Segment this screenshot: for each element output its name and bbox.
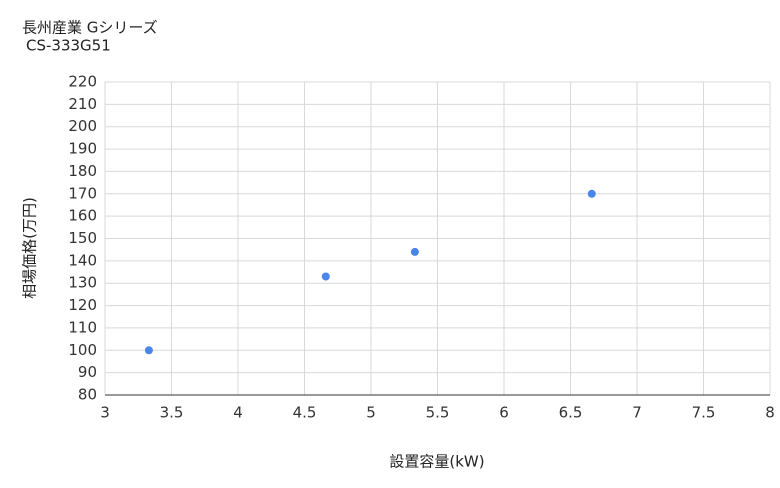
x-tick-label: 7.5 [692,404,716,422]
y-tick-label: 160 [68,207,97,225]
y-tick-label: 210 [68,95,97,113]
y-tick-label: 220 [68,73,97,91]
x-tick-label: 6 [499,404,509,422]
x-tick-label: 4.5 [293,404,317,422]
y-tick-label: 200 [68,117,97,135]
x-tick-label: 4 [233,404,243,422]
y-axis-label: 相場価格(万円) [21,197,39,299]
y-tick-label: 80 [78,386,97,404]
x-axis-label: 設置容量(kW) [389,453,484,471]
point [410,247,419,256]
x-tick-label: 5.5 [426,404,450,422]
chart-title: 長州産業 Gシリーズ [22,19,158,37]
y-tick-label: 120 [68,296,97,314]
y-tick-label: 190 [68,140,97,158]
y-tick-label: 170 [68,184,97,202]
chart-subtitle: CS-333G51 [26,37,111,55]
x-tick-label: 6.5 [559,404,583,422]
y-tick-label: 110 [68,318,97,336]
point [587,189,596,198]
y-tick-label: 130 [68,274,97,292]
x-tick-label: 8 [765,404,775,422]
point [321,272,330,281]
y-tick-label: 180 [68,162,97,180]
x-tick-label: 3 [100,404,110,422]
x-tick-label: 7 [632,404,642,422]
y-tick-label: 90 [78,363,97,381]
y-tick-label: 100 [68,341,97,359]
x-tick-label: 3.5 [160,404,184,422]
y-tick-label: 150 [68,229,97,247]
y-tick-label: 140 [68,251,97,269]
point [144,346,153,355]
x-tick-label: 5 [366,404,376,422]
